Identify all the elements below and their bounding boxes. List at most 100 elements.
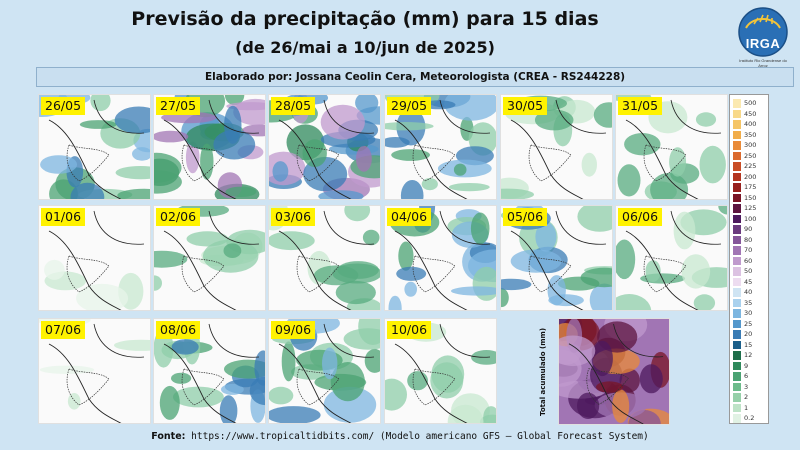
legend-value: 70	[744, 246, 753, 254]
rain-area	[448, 183, 490, 192]
legend-entry: 100	[733, 214, 767, 223]
legend-swatch	[733, 109, 741, 118]
legend-entry: 80	[733, 235, 767, 244]
rain-area	[612, 389, 630, 423]
forecast-panel-27-05: 27/05	[153, 94, 266, 200]
rain-area	[219, 395, 238, 423]
panel-date-label: 27/05	[156, 97, 201, 115]
legend-swatch	[733, 309, 741, 318]
legend-entry: 15	[733, 340, 767, 349]
rain-area	[115, 166, 150, 180]
rain-area	[617, 164, 641, 197]
legend-entry: 150	[733, 193, 767, 202]
legend-value: 175	[744, 183, 757, 191]
rain-area	[407, 371, 428, 391]
forecast-panel-26-05: 26/05	[38, 94, 151, 200]
logo-emblem-icon	[738, 7, 788, 57]
rain-area	[302, 139, 327, 168]
legend-swatch	[733, 319, 741, 328]
rain-area	[320, 104, 365, 140]
state-border	[439, 210, 491, 245]
rain-area	[616, 239, 636, 280]
legend-swatch	[733, 193, 741, 202]
panel-date-label: 30/05	[503, 97, 548, 115]
total-accumulated-label: Total acumulado (mm)	[539, 327, 547, 417]
rain-area	[404, 281, 417, 297]
state-border	[555, 99, 607, 134]
legend-value: 30	[744, 309, 753, 317]
rain-area	[535, 222, 557, 252]
rain-area	[391, 149, 430, 161]
rain-area	[173, 386, 224, 408]
rain-area	[272, 161, 289, 182]
legend-swatch	[733, 246, 741, 255]
panel-date-label: 29/05	[387, 97, 432, 115]
rain-area	[693, 294, 716, 310]
coastline	[163, 119, 237, 199]
legend-value: 125	[744, 204, 757, 212]
legend-value: 500	[744, 99, 757, 107]
rain-area	[154, 170, 182, 194]
state-border	[208, 210, 260, 245]
legend-value: 50	[744, 267, 753, 275]
panel-date-label: 08/06	[156, 321, 201, 339]
legend-value: 300	[744, 141, 757, 149]
forecast-panel-28-05: 28/05	[268, 94, 381, 200]
legend-swatch	[733, 151, 741, 160]
rs-border	[66, 144, 110, 182]
legend-value: 12	[744, 351, 753, 359]
panel-date-label: 07/06	[41, 321, 86, 339]
rain-area	[171, 339, 199, 355]
rain-area	[451, 286, 496, 296]
rain-area	[695, 112, 717, 127]
legend-entry: 20	[733, 330, 767, 339]
legend-swatch	[733, 330, 741, 339]
legend-entry: 30	[733, 309, 767, 318]
rs-border	[643, 144, 687, 182]
rain-area	[593, 102, 612, 128]
legend-value: 2	[744, 393, 749, 401]
legend-entry: 450	[733, 109, 767, 118]
panel-date-label: 28/05	[271, 97, 316, 115]
legend-swatch	[733, 414, 741, 423]
legend-entry: 500	[733, 99, 767, 108]
legend-entry: 350	[733, 130, 767, 139]
rain-area	[200, 143, 214, 180]
state-border	[323, 99, 375, 134]
rain-area	[213, 129, 256, 160]
legend-value: 40	[744, 288, 753, 296]
rain-area	[223, 243, 242, 258]
legend-value: 100	[744, 214, 757, 223]
forecast-panel-30-05: 30/05	[500, 94, 613, 200]
state-border	[93, 323, 145, 358]
state-border	[670, 210, 722, 245]
rain-area	[154, 130, 189, 143]
rs-border	[296, 255, 340, 293]
legend-entry: 9	[733, 361, 767, 370]
rain-area	[400, 180, 424, 199]
rain-area	[673, 211, 696, 250]
legend-entry: 300	[733, 141, 767, 150]
legend-swatch	[733, 172, 741, 181]
coastline	[625, 230, 699, 310]
legend-value: 1	[744, 403, 749, 412]
rain-area	[79, 120, 117, 129]
rain-area	[547, 275, 566, 306]
legend-entry: 200	[733, 172, 767, 181]
state-border	[613, 323, 664, 358]
legend-entry: 90	[733, 225, 767, 234]
coastline	[163, 230, 237, 310]
coastline	[48, 119, 122, 199]
state-border	[323, 210, 375, 245]
coastline	[510, 230, 584, 310]
precipitation-legend: 500 450 400 350 300 250 225 200 175 150 125 100 90 80…	[729, 94, 769, 424]
rs-border	[296, 144, 340, 182]
rain-area	[577, 206, 612, 232]
rain-area	[444, 95, 496, 121]
state-border	[208, 323, 260, 358]
legend-value: 200	[744, 172, 757, 181]
rain-area	[364, 348, 380, 373]
rain-area	[385, 122, 434, 131]
rs-border	[643, 255, 687, 293]
coastline	[394, 343, 468, 423]
